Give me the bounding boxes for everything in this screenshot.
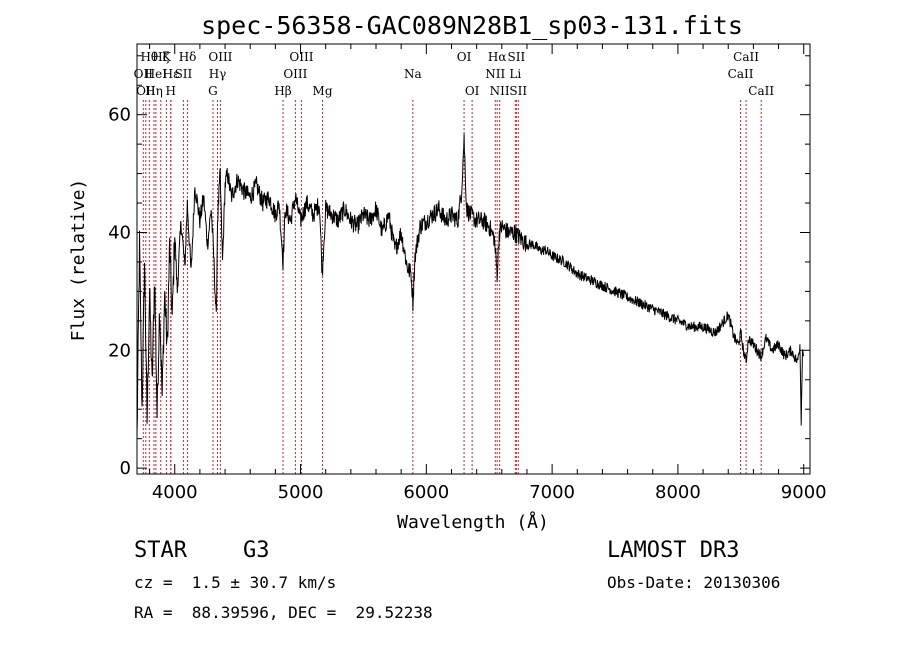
survey-name: LAMOST DR3 bbox=[607, 538, 740, 563]
line-label: OIII bbox=[283, 67, 307, 81]
line-label: HeI bbox=[145, 67, 168, 81]
line-label: OI bbox=[457, 50, 472, 64]
x-tick-label: 6000 bbox=[403, 482, 449, 503]
x-tick-label: 7000 bbox=[529, 482, 575, 503]
line-label: NII bbox=[485, 67, 505, 81]
line-label: Hδ bbox=[179, 50, 197, 64]
y-tick-label: 40 bbox=[108, 222, 131, 243]
x-tick-label: 5000 bbox=[278, 482, 324, 503]
flux-line bbox=[136, 133, 805, 434]
line-label: OIII bbox=[208, 50, 232, 64]
redshift-value: cz = 1.5 ± 30.7 km/s bbox=[134, 573, 337, 592]
spectral-line-markers: OIIOIIHθHηHeIHζKHHεSIIHδGHγOIIIHβOIIIOII… bbox=[134, 50, 774, 474]
x-axis-label: Wavelength (Å) bbox=[397, 511, 549, 533]
line-label: SII bbox=[508, 50, 526, 64]
line-label: OII bbox=[134, 67, 154, 81]
observation-date: Obs-Date: 20130306 bbox=[607, 573, 781, 592]
line-label: Na bbox=[404, 67, 422, 81]
line-label: K bbox=[162, 50, 172, 64]
line-label: CaII bbox=[728, 67, 754, 81]
line-label: NII bbox=[490, 84, 510, 98]
line-label: G bbox=[208, 84, 218, 98]
line-label: CaII bbox=[733, 50, 759, 64]
axis-ticks: 4000 5000 6000 7000 8000 9000 0 20 40 60 bbox=[108, 44, 827, 503]
line-label: Hζ bbox=[152, 50, 169, 64]
line-label: SII bbox=[509, 84, 527, 98]
x-tick-label: 9000 bbox=[781, 482, 827, 503]
line-label: H bbox=[165, 84, 175, 98]
line-label: Hη bbox=[145, 84, 163, 98]
object-subclass: G3 bbox=[243, 538, 270, 563]
line-label: OIII bbox=[289, 50, 313, 64]
plot-frame bbox=[136, 43, 811, 475]
line-label: OII bbox=[136, 84, 156, 98]
y-tick-label: 0 bbox=[120, 458, 131, 479]
line-label: Li bbox=[509, 67, 521, 81]
y-tick-label: 60 bbox=[108, 105, 131, 126]
line-label: Hα bbox=[488, 50, 507, 64]
coordinates: RA = 88.39596, DEC = 29.52238 bbox=[134, 603, 433, 622]
line-label: Hγ bbox=[209, 67, 227, 81]
line-label: Hβ bbox=[274, 84, 291, 98]
object-class: STAR bbox=[134, 538, 187, 563]
line-label: Hε bbox=[163, 67, 180, 81]
line-label: OI bbox=[465, 84, 480, 98]
y-tick-label: 20 bbox=[108, 340, 131, 361]
line-label: Hθ bbox=[140, 50, 158, 64]
line-label: Mg bbox=[313, 84, 333, 98]
x-tick-label: 8000 bbox=[655, 482, 701, 503]
line-label: SII bbox=[175, 67, 193, 81]
line-label: CaII bbox=[748, 84, 774, 98]
x-tick-label: 4000 bbox=[152, 482, 198, 503]
y-axis-label: Flux (relative) bbox=[68, 179, 89, 342]
chart-title: spec-56358-GAC089N28B1_sp03-131.fits bbox=[201, 11, 743, 40]
